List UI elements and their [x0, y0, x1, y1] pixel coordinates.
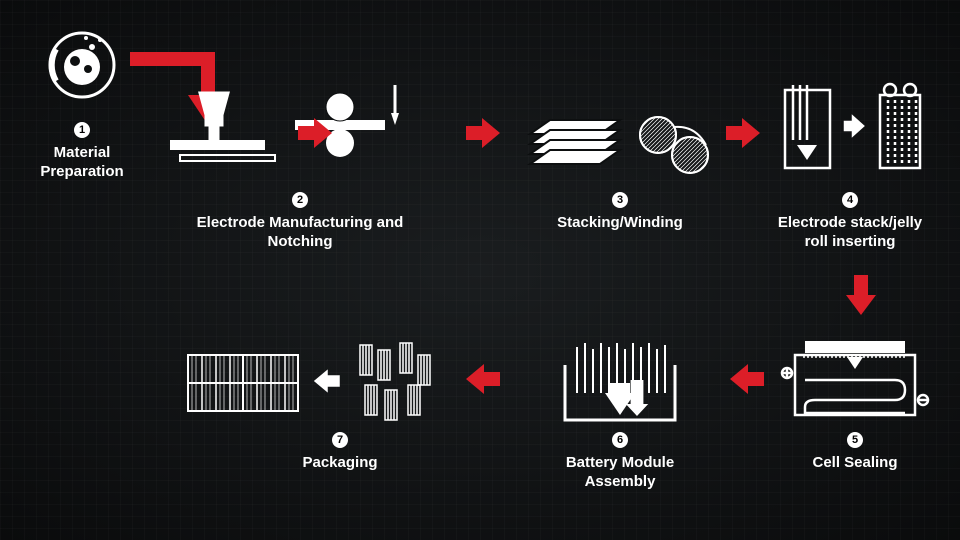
step7-icon [160, 335, 440, 430]
step-3: 3 Stacking/Winding [520, 190, 720, 233]
arrow-right [298, 116, 332, 150]
step-label: Electrode Manufacturing and Notching [197, 214, 404, 250]
step-4: 4 Electrode stack/jelly roll inserting [760, 190, 940, 252]
arrow-down [844, 275, 878, 315]
arrow-left [730, 362, 764, 396]
step-6: 6 Battery Module Assembly [520, 430, 720, 492]
step-label: Battery Module Assembly [566, 454, 674, 490]
step-num: 6 [612, 432, 628, 448]
arrow-left [466, 362, 500, 396]
step-num: 2 [292, 192, 308, 208]
step-2: 2 Electrode Manufacturing and Notching [160, 190, 440, 252]
step-1: 1 Material Preparation [22, 120, 142, 182]
step-num: 1 [74, 122, 90, 138]
step-num: 3 [612, 192, 628, 208]
step-label: Material Preparation [40, 144, 123, 180]
step-num: 7 [332, 432, 348, 448]
step-num: 4 [842, 192, 858, 208]
step-label: Stacking/Winding [557, 214, 683, 231]
step-num: 5 [847, 432, 863, 448]
step6-icon [555, 335, 685, 430]
step3-icon [520, 80, 720, 180]
step5-icon [775, 335, 935, 430]
arrow-right [726, 116, 760, 150]
step-label: Packaging [302, 454, 377, 471]
step1-icon [42, 25, 122, 110]
arrow-right [466, 116, 500, 150]
step-label: Cell Sealing [812, 454, 897, 471]
step4-icon [775, 75, 935, 180]
step-7: 7 Packaging [265, 430, 415, 473]
step-label: Electrode stack/jelly roll inserting [778, 214, 922, 250]
step-5: 5 Cell Sealing [770, 430, 940, 473]
